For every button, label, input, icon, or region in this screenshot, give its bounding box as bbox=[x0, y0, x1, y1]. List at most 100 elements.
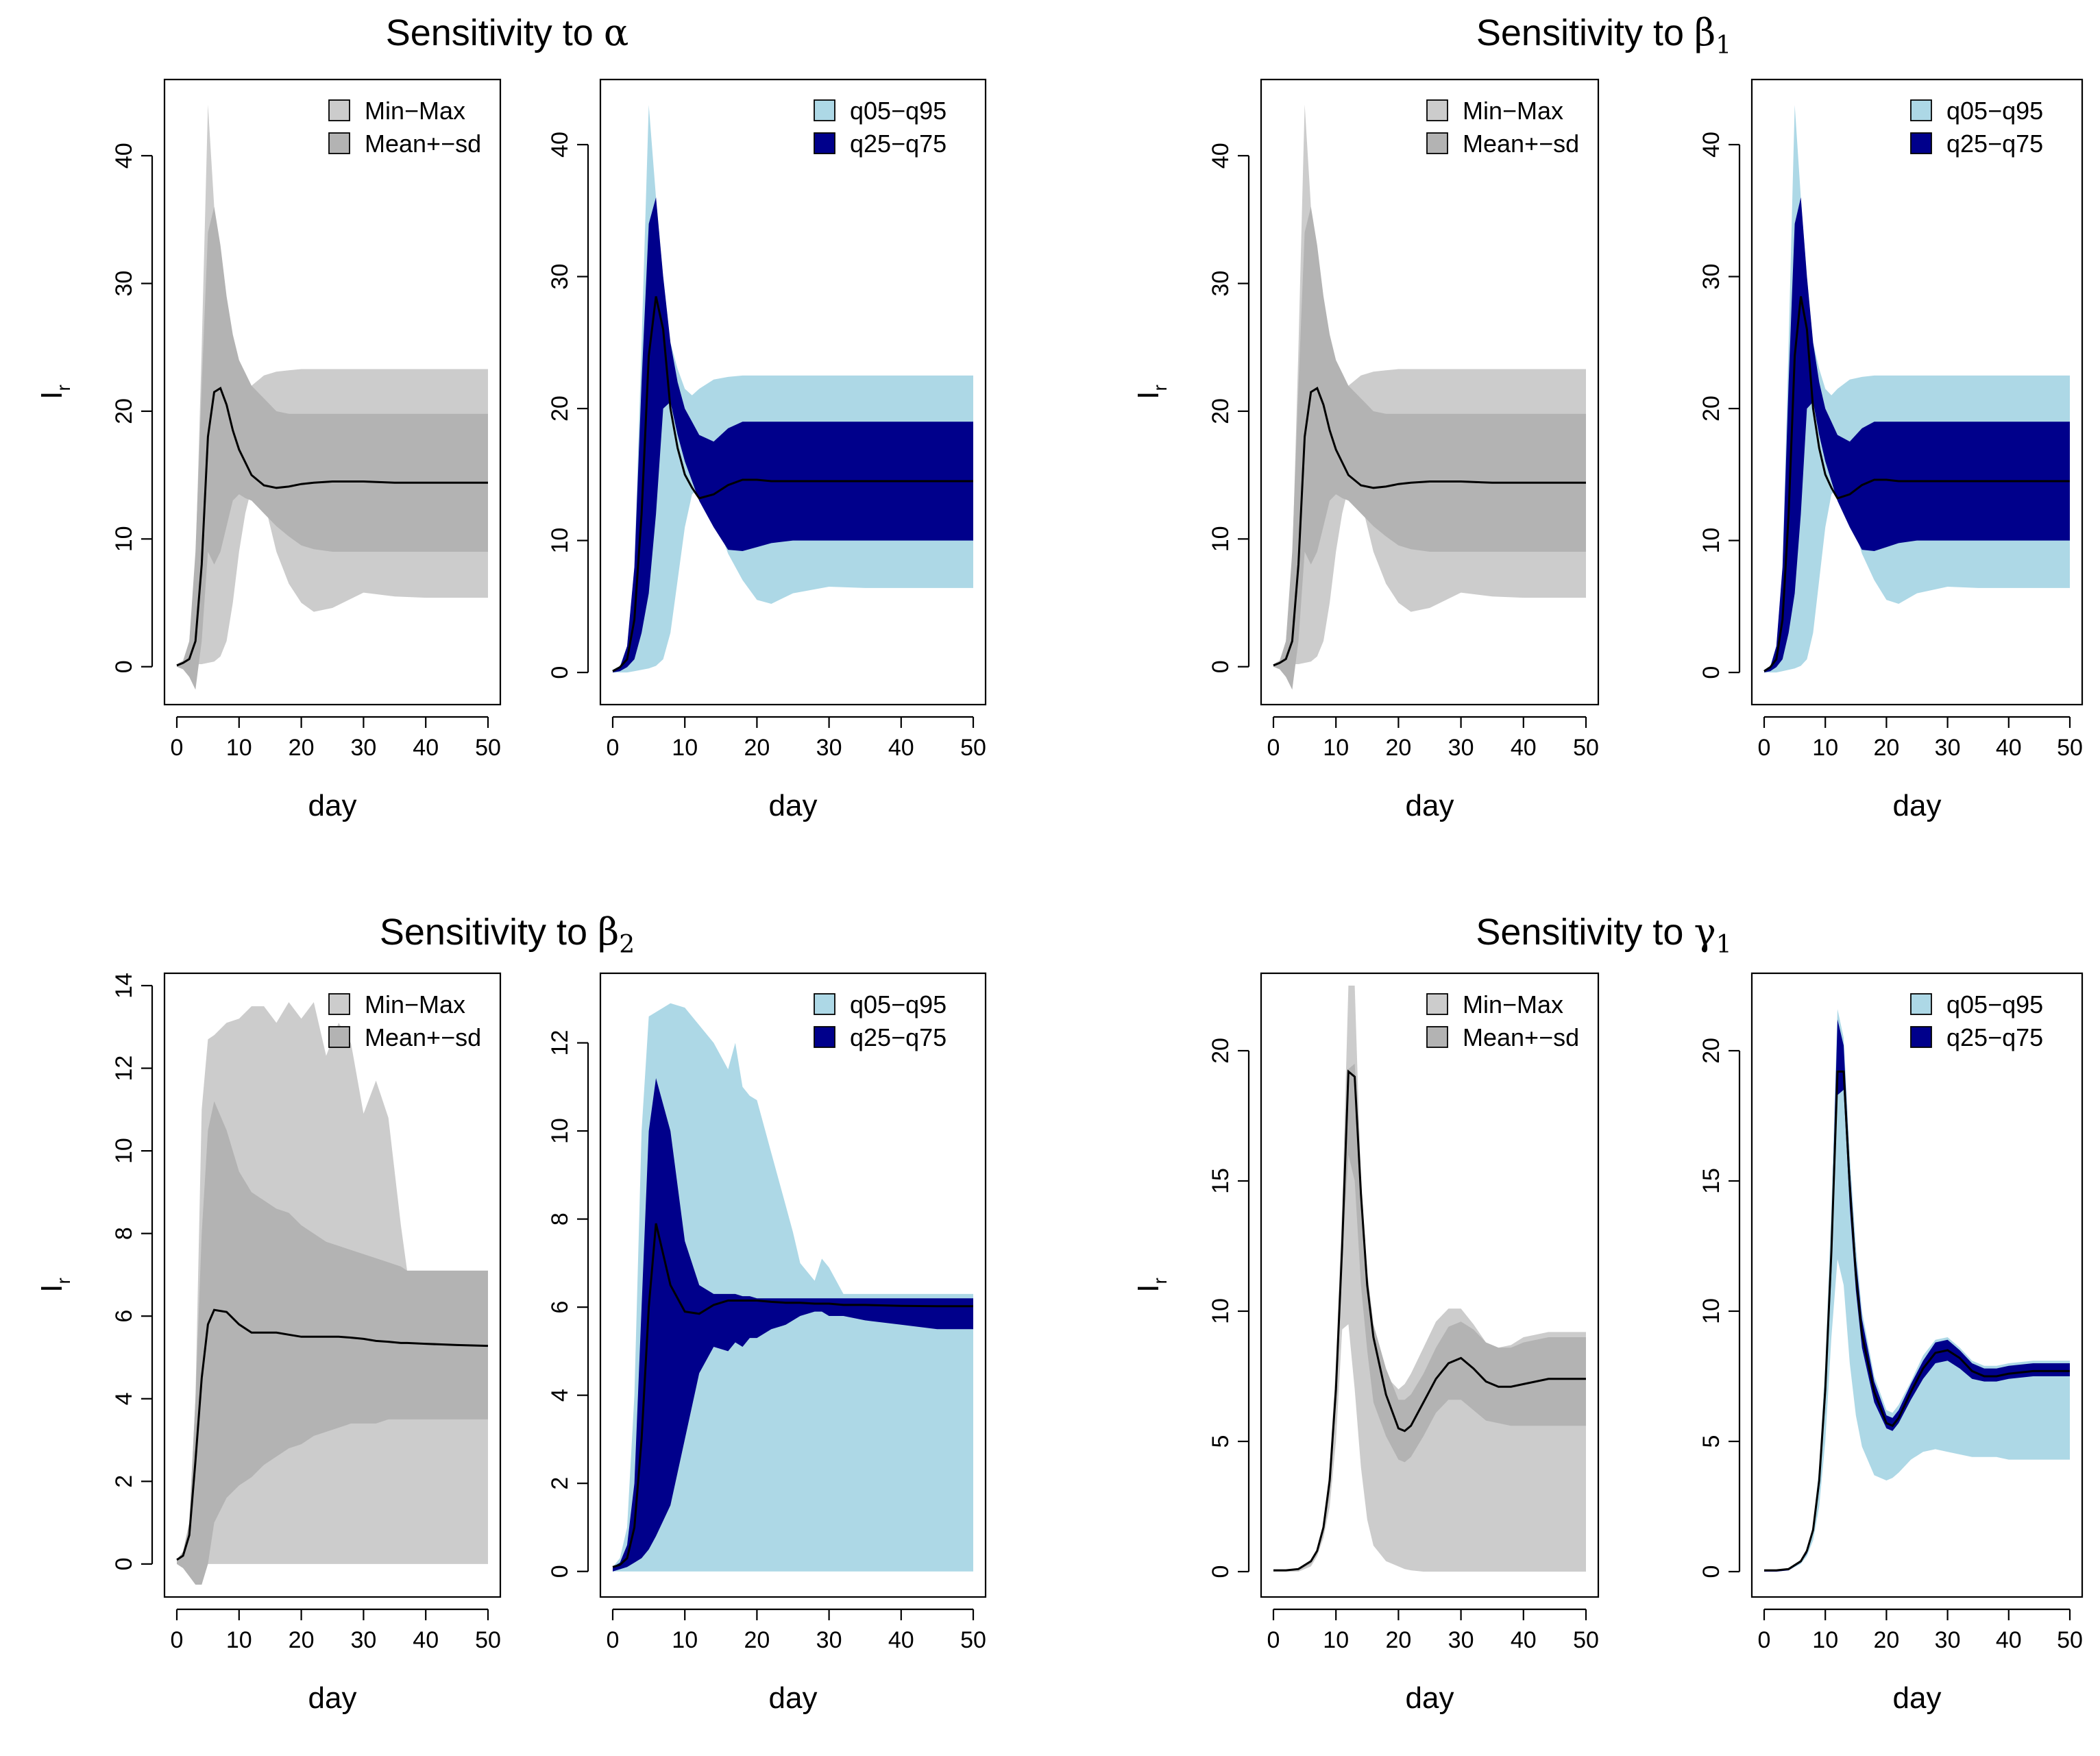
mean-line bbox=[1273, 387, 1586, 667]
x-tick-label: 20 bbox=[1385, 1627, 1411, 1653]
x-tick-label: 10 bbox=[1812, 1627, 1838, 1653]
group-title-gamma1: Sensitivity to γ1 bbox=[1476, 910, 1731, 959]
mean-line bbox=[176, 387, 488, 667]
y-tick-label: 0 bbox=[1208, 1565, 1234, 1578]
y-tick-label: 14 bbox=[111, 973, 137, 999]
x-tick-label: 30 bbox=[816, 1627, 842, 1653]
x-tick-label: 0 bbox=[1267, 1627, 1280, 1653]
x-tick-label: 40 bbox=[1996, 1627, 2022, 1653]
plot-frame bbox=[599, 78, 987, 706]
x-tick-label: 40 bbox=[413, 735, 439, 761]
plot-frame bbox=[1750, 78, 2084, 706]
mean-line bbox=[1764, 1070, 2070, 1572]
y-axis-label: Ir bbox=[1132, 1278, 1171, 1293]
x-tick-label: 50 bbox=[960, 1627, 986, 1653]
x-tick-label: 0 bbox=[607, 1627, 620, 1653]
x-tick-label: 30 bbox=[1935, 735, 1961, 761]
x-tick-label: 50 bbox=[2057, 735, 2083, 761]
y-tick-label: 6 bbox=[547, 1301, 573, 1314]
y-tick-label: 20 bbox=[111, 398, 137, 424]
mean-sd-band bbox=[177, 206, 488, 690]
x-tick-label: 20 bbox=[289, 1627, 315, 1653]
legend-label: q05−q95 bbox=[1946, 990, 2043, 1019]
x-tick-label: 50 bbox=[960, 735, 986, 761]
y-tick-label: 20 bbox=[547, 395, 573, 422]
y-tick-label: 20 bbox=[1208, 398, 1234, 424]
x-tick-label: 10 bbox=[1323, 735, 1349, 761]
y-tick-label: 10 bbox=[1698, 1298, 1724, 1324]
x-tick-label: 10 bbox=[1323, 1627, 1349, 1653]
x-axis-label: day bbox=[769, 1681, 818, 1715]
x-tick-label: 10 bbox=[672, 735, 698, 761]
legend: q05−q95 q25−q75 bbox=[814, 990, 947, 1051]
legend-label: Mean+−sd bbox=[365, 1023, 481, 1051]
legend-label: q05−q95 bbox=[1946, 97, 2043, 125]
plot-frame bbox=[1260, 78, 1600, 706]
x-axis-label: day bbox=[769, 789, 818, 822]
y-tick-label: 40 bbox=[1208, 143, 1234, 169]
legend-label: Mean+−sd bbox=[1463, 1023, 1579, 1051]
x-tick-label: 30 bbox=[350, 735, 376, 761]
x-tick-label: 20 bbox=[1385, 735, 1411, 761]
y-tick-label: 10 bbox=[1208, 1298, 1234, 1324]
y-tick-label: 0 bbox=[111, 660, 137, 673]
mean-line bbox=[612, 1223, 973, 1568]
legend-swatch bbox=[1910, 1026, 1932, 1048]
x-tick-label: 0 bbox=[1267, 735, 1280, 761]
x-tick-label: 40 bbox=[413, 1627, 439, 1653]
x-tick-label: 40 bbox=[888, 1627, 914, 1653]
q05-q95-band bbox=[1764, 1009, 2070, 1572]
group-title-alpha: Sensitivity to α bbox=[386, 11, 629, 54]
y-tick-label: 15 bbox=[1698, 1168, 1724, 1194]
y-tick-label: 40 bbox=[547, 132, 573, 158]
plot-frame bbox=[1750, 972, 2084, 1598]
x-tick-label: 50 bbox=[475, 1627, 501, 1653]
legend: Min−Max Mean+−sd bbox=[328, 990, 481, 1051]
x-tick-label: 40 bbox=[1511, 1627, 1537, 1653]
x-tick-label: 30 bbox=[1935, 1627, 1961, 1653]
group-title-beta1: Sensitivity to β1 bbox=[1476, 11, 1731, 60]
x-tick-label: 50 bbox=[2057, 1627, 2083, 1653]
x-tick-label: 10 bbox=[226, 735, 252, 761]
x-tick-label: 10 bbox=[672, 1627, 698, 1653]
y-tick-label: 6 bbox=[111, 1310, 137, 1323]
y-tick-label: 0 bbox=[547, 666, 573, 679]
x-tick-label: 50 bbox=[475, 735, 501, 761]
legend: q05−q95 q25−q75 bbox=[1910, 990, 2043, 1051]
x-tick-label: 50 bbox=[1573, 1627, 1599, 1653]
y-tick-label: 0 bbox=[1208, 660, 1234, 673]
y-tick-label: 4 bbox=[547, 1389, 573, 1402]
y-tick-label: 12 bbox=[111, 1056, 137, 1082]
y-tick-label: 30 bbox=[1698, 264, 1724, 290]
x-tick-label: 40 bbox=[1511, 735, 1537, 761]
y-tick-label: 8 bbox=[111, 1227, 137, 1240]
x-axis-label: day bbox=[1893, 1681, 1942, 1715]
legend: q05−q95 q25−q75 bbox=[1910, 97, 2043, 158]
mean-line bbox=[612, 296, 973, 672]
panel-1: 0 10 20 30 40 50 day 0 10 20 30 40 Ir Min−Max Mean+−sd bbox=[35, 78, 502, 822]
panel-5: 0 10 20 30 40 50 day 0 2 4 6 8 10 12 14 Ir Min−Max Mean+−… bbox=[35, 972, 502, 1715]
x-tick-label: 0 bbox=[1758, 735, 1771, 761]
q05-q95-band bbox=[613, 1003, 973, 1572]
legend-swatch bbox=[814, 993, 835, 1015]
q25-q75-band bbox=[1764, 1019, 2070, 1572]
y-tick-label: 5 bbox=[1698, 1435, 1724, 1448]
q25-q75-band bbox=[1764, 197, 2070, 673]
svg-text:Sensitivity to α: Sensitivity to α bbox=[386, 11, 629, 54]
x-tick-label: 20 bbox=[1873, 1627, 1899, 1653]
y-tick-label: 8 bbox=[547, 1212, 573, 1225]
legend-label: q25−q75 bbox=[1946, 1023, 2043, 1051]
legend-swatch bbox=[814, 132, 835, 154]
y-tick-label: 10 bbox=[111, 526, 137, 552]
y-tick-label: 20 bbox=[1208, 1038, 1234, 1064]
y-tick-label: 0 bbox=[547, 1565, 573, 1578]
svg-text:Sensitivity to β1: Sensitivity to β1 bbox=[1476, 11, 1731, 60]
x-tick-label: 20 bbox=[1873, 735, 1899, 761]
y-tick-label: 40 bbox=[1698, 132, 1724, 158]
legend-swatch bbox=[814, 99, 835, 121]
x-tick-label: 30 bbox=[1448, 735, 1474, 761]
legend-swatch bbox=[1910, 132, 1932, 154]
legend-label: Min−Max bbox=[365, 990, 465, 1019]
svg-text:Sensitivity to β2: Sensitivity to β2 bbox=[380, 910, 635, 959]
